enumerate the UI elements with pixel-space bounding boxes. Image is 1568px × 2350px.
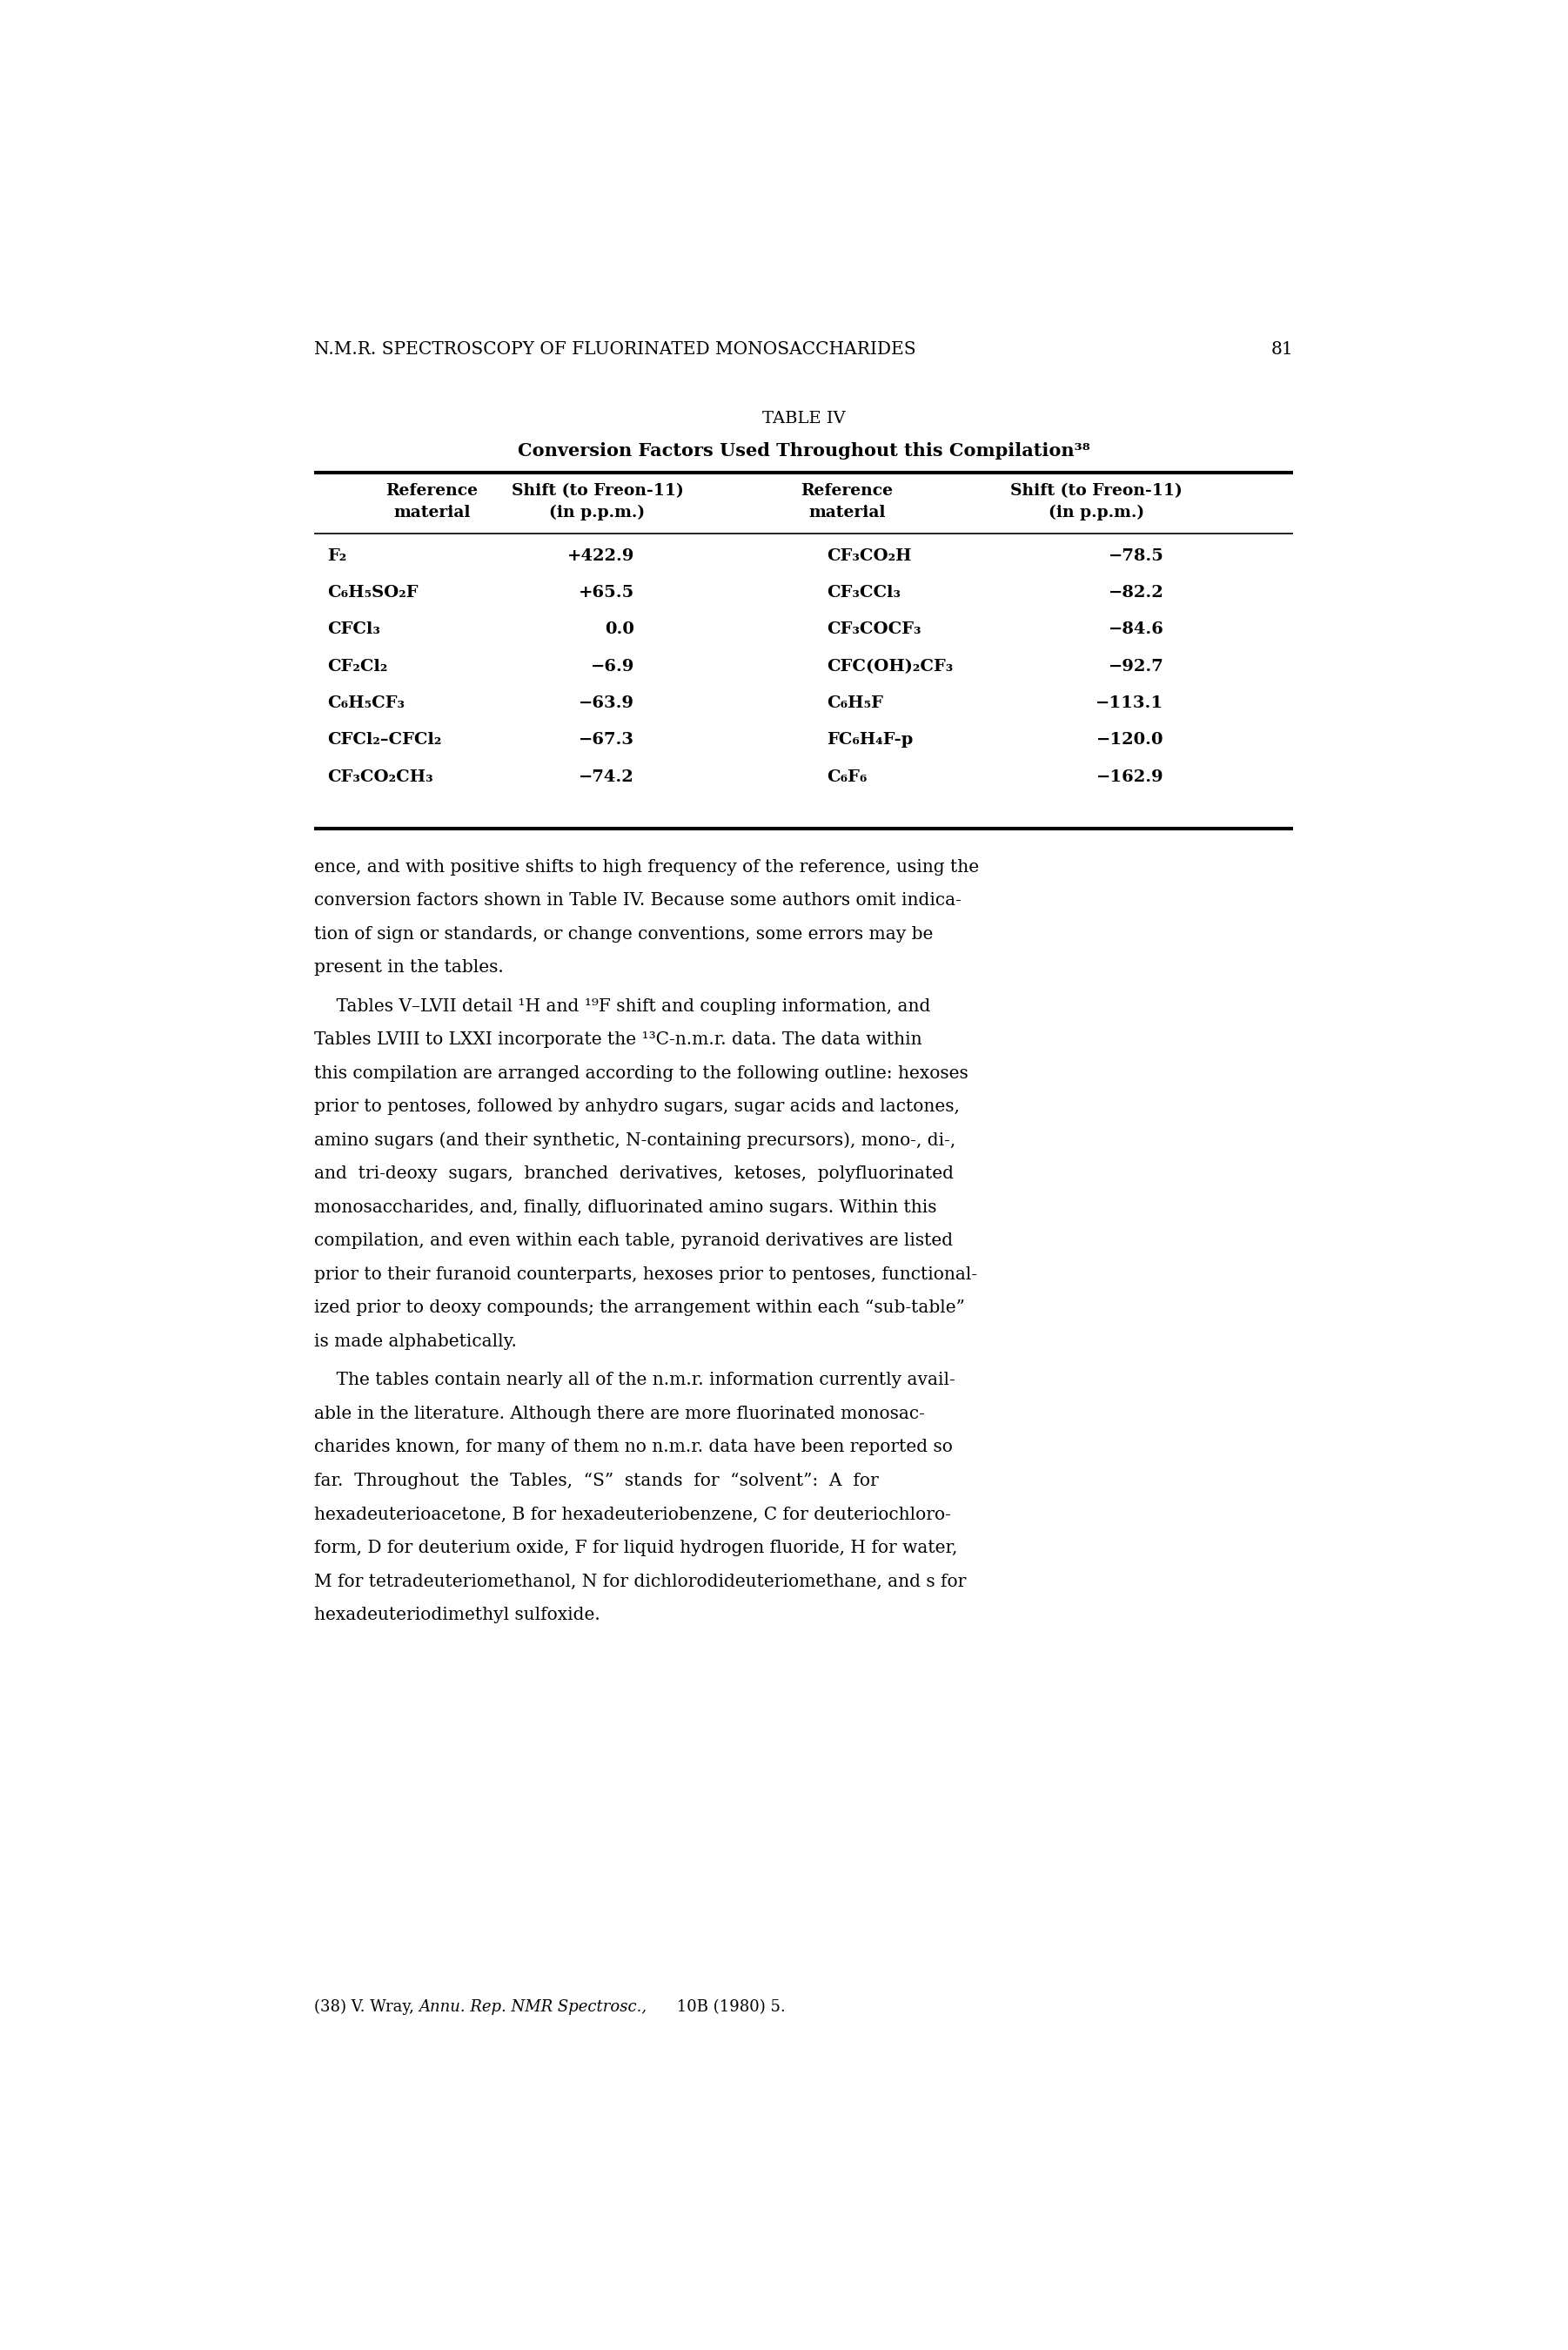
Text: CFC(OH)₂CF₃: CFC(OH)₂CF₃ [826,658,953,674]
Text: −84.6: −84.6 [1109,623,1163,637]
Text: −113.1: −113.1 [1096,696,1163,712]
Text: (38) V. Wray,: (38) V. Wray, [314,1998,419,2014]
Text: N.M.R. SPECTROSCOPY OF FLUORINATED MONOSACCHARIDES: N.M.R. SPECTROSCOPY OF FLUORINATED MONOS… [314,341,916,357]
Text: Reference: Reference [801,484,892,498]
Text: charides known, for many of them no n.m.r. data have been reported so: charides known, for many of them no n.m.… [314,1438,953,1455]
Text: TABLE IV: TABLE IV [762,411,845,425]
Text: monosaccharides, and, finally, difluorinated amino sugars. Within this: monosaccharides, and, finally, difluorin… [314,1198,936,1215]
Text: 81: 81 [1270,341,1294,357]
Text: ized prior to deoxy compounds; the arrangement within each “sub-table”: ized prior to deoxy compounds; the arran… [314,1300,964,1316]
Text: conversion factors shown in Table IV. Because some authors omit indica-: conversion factors shown in Table IV. Be… [314,893,961,909]
Text: CFCl₃: CFCl₃ [328,623,381,637]
Text: CF₂Cl₂: CF₂Cl₂ [328,658,387,674]
Text: compilation, and even within each table, pyranoid derivatives are listed: compilation, and even within each table,… [314,1234,953,1250]
Text: M for tetradeuteriomethanol, N for dichlorodideuteriomethane, and s for: M for tetradeuteriomethanol, N for dichl… [314,1572,966,1589]
Text: −82.2: −82.2 [1109,585,1163,602]
Text: 0.0: 0.0 [605,623,635,637]
Text: amino sugars (and their synthetic, N-containing precursors), mono-, di-,: amino sugars (and their synthetic, N-con… [314,1133,955,1149]
Text: tion of sign or standards, or change conventions, some errors may be: tion of sign or standards, or change con… [314,926,933,942]
Text: prior to their furanoid counterparts, hexoses prior to pentoses, functional-: prior to their furanoid counterparts, he… [314,1267,977,1283]
Text: hexadeuterioacetone, B for hexadeuteriobenzene, C for deuteriochloro-: hexadeuterioacetone, B for hexadeuteriob… [314,1506,950,1523]
Text: The tables contain nearly all of the n.m.r. information currently avail-: The tables contain nearly all of the n.m… [314,1372,955,1389]
Text: −6.9: −6.9 [591,658,635,674]
Text: Reference: Reference [386,484,478,498]
Text: CF₃CO₂H: CF₃CO₂H [826,548,911,564]
Text: prior to pentoses, followed by anhydro sugars, sugar acids and lactones,: prior to pentoses, followed by anhydro s… [314,1100,960,1116]
Text: −120.0: −120.0 [1096,733,1163,747]
Text: present in the tables.: present in the tables. [314,959,503,975]
Text: CFCl₂–CFCl₂: CFCl₂–CFCl₂ [328,733,442,747]
Text: able in the literature. Although there are more fluorinated monosac-: able in the literature. Although there a… [314,1405,925,1422]
Text: material: material [808,505,886,519]
Text: is made alphabetically.: is made alphabetically. [314,1332,516,1349]
Text: (in p.p.m.): (in p.p.m.) [1049,505,1145,519]
Text: +422.9: +422.9 [568,548,635,564]
Text: Conversion Factors Used Throughout this Compilation³⁸: Conversion Factors Used Throughout this … [517,442,1090,461]
Text: C₆H₅F: C₆H₅F [826,696,883,712]
Text: far.  Throughout  the  Tables,  “S”  stands  for  “solvent”:  A  for: far. Throughout the Tables, “S” stands f… [314,1473,878,1490]
Text: −63.9: −63.9 [579,696,635,712]
Text: this compilation are arranged according to the following outline: hexoses: this compilation are arranged according … [314,1065,967,1081]
Text: +65.5: +65.5 [579,585,635,602]
Text: −78.5: −78.5 [1109,548,1163,564]
Text: material: material [394,505,470,519]
Text: C₆H₅SO₂F: C₆H₅SO₂F [328,585,419,602]
Text: CF₃COCF₃: CF₃COCF₃ [826,623,920,637]
Text: CF₃CO₂CH₃: CF₃CO₂CH₃ [328,768,433,785]
Text: form, D for deuterium oxide, F for liquid hydrogen fluoride, H for water,: form, D for deuterium oxide, F for liqui… [314,1539,958,1556]
Text: (in p.p.m.): (in p.p.m.) [549,505,644,519]
Text: Shift (to Freon-11): Shift (to Freon-11) [511,484,684,498]
Text: FC₆H₄F-p: FC₆H₄F-p [826,733,913,747]
Text: 10B (1980) 5.: 10B (1980) 5. [671,2000,786,2014]
Text: ence, and with positive shifts to high frequency of the reference, using the: ence, and with positive shifts to high f… [314,858,978,874]
Text: Tables V–LVII detail ¹H and ¹⁹F shift and coupling information, and: Tables V–LVII detail ¹H and ¹⁹F shift an… [314,999,930,1015]
Text: and  tri-deoxy  sugars,  branched  derivatives,  ketoses,  polyfluorinated: and tri-deoxy sugars, branched derivativ… [314,1166,953,1182]
Text: Annu. Rep. NMR Spectrosc.,: Annu. Rep. NMR Spectrosc., [419,2000,646,2014]
Text: C₆F₆: C₆F₆ [826,768,867,785]
Text: C₆H₅CF₃: C₆H₅CF₃ [328,696,405,712]
Text: F₂: F₂ [328,548,347,564]
Text: −92.7: −92.7 [1109,658,1163,674]
Text: CF₃CCl₃: CF₃CCl₃ [826,585,900,602]
Text: Shift (to Freon-11): Shift (to Freon-11) [1010,484,1182,498]
Text: −74.2: −74.2 [579,768,635,785]
Text: Tables LVIII to LXXI incorporate the ¹³C-n.m.r. data. The data within: Tables LVIII to LXXI incorporate the ¹³C… [314,1032,922,1048]
Text: −67.3: −67.3 [579,733,635,747]
Text: hexadeuteriodimethyl sulfoxide.: hexadeuteriodimethyl sulfoxide. [314,1607,601,1624]
Text: −162.9: −162.9 [1096,768,1163,785]
